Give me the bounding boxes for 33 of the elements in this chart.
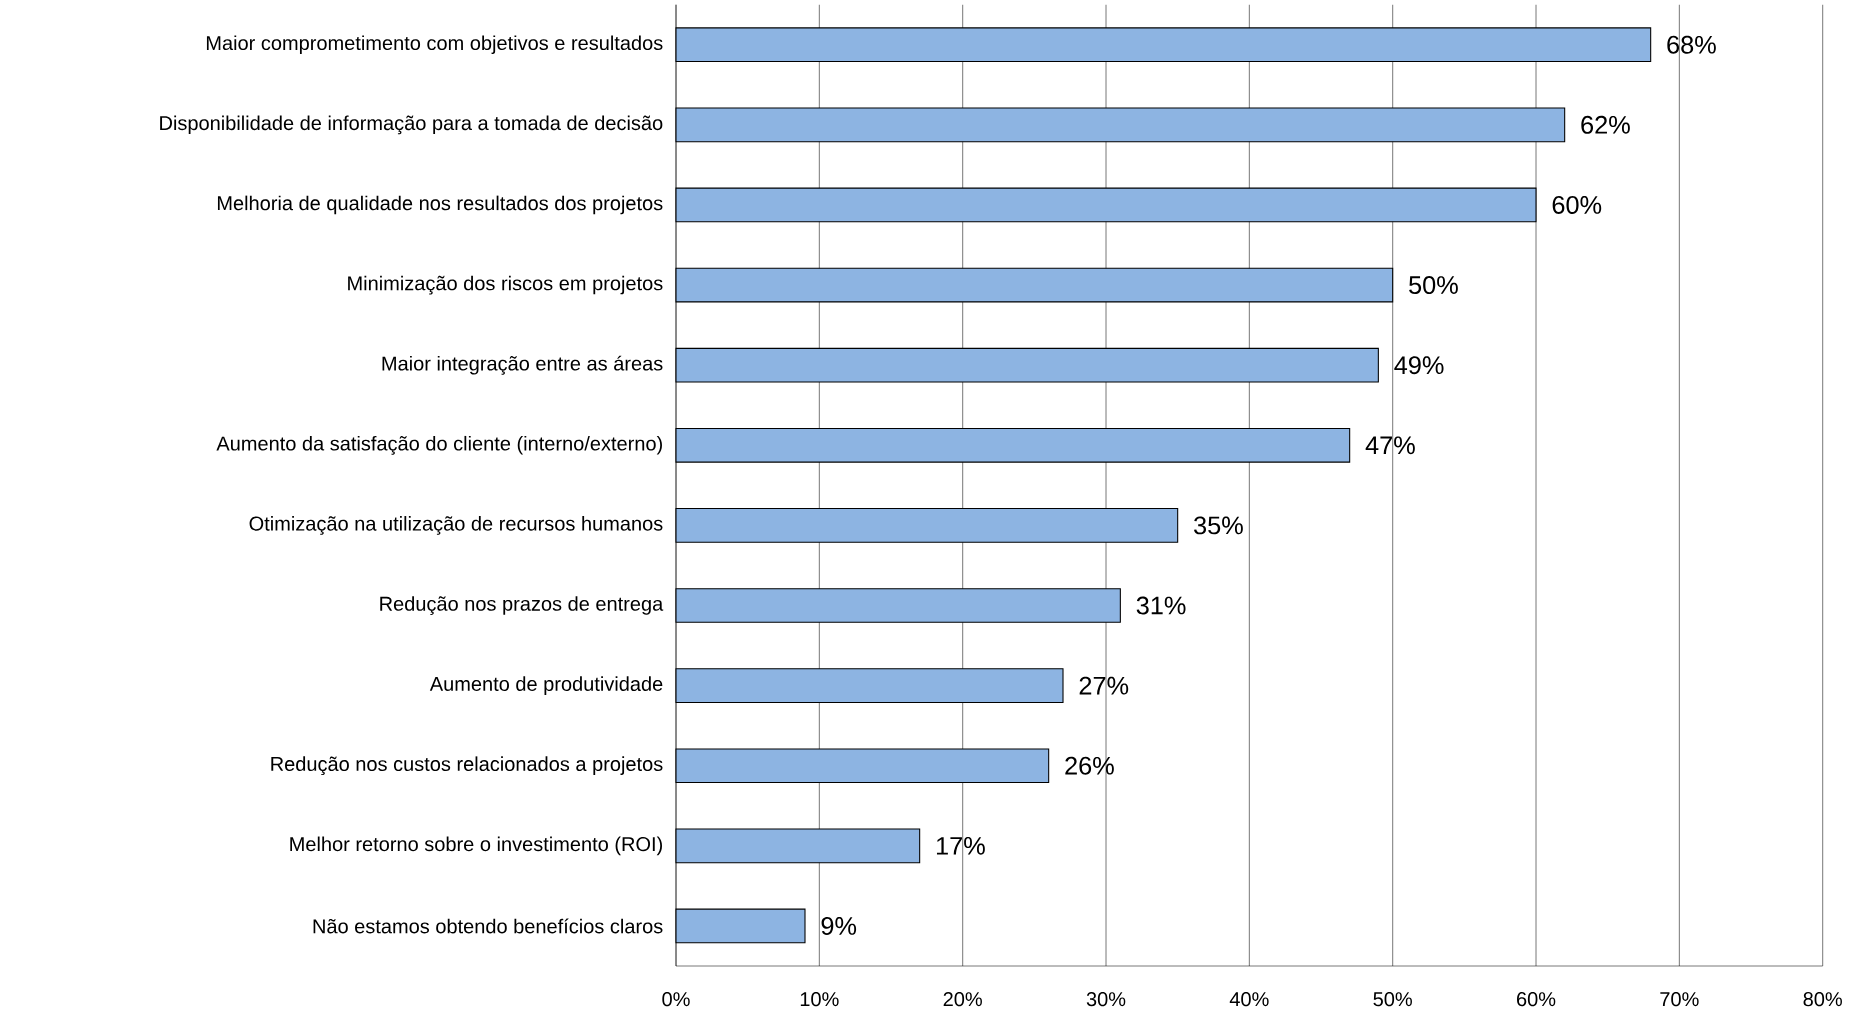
data-label: 49% [1394,356,1444,375]
x-tick-label: 20% [943,992,982,1007]
y-tick-label: Otimização na utilização de recursos humanos [249,516,663,535]
x-tick-label: 70% [1660,992,1699,1007]
y-tick-label: Redução nos prazos de entrega [380,596,664,615]
x-tick-label: 10% [800,992,839,1007]
y-tick-label: Maior integração entre as áreas [382,355,663,375]
data-label: 50% [1409,276,1458,295]
data-label: 62% [1581,115,1630,134]
y-tick-label: Disponibilidade de informação para a tomada de decisão [160,115,663,135]
y-tick-label: Melhor retorno sobre o investimento (ROI) [290,836,662,856]
x-tick-label: 60% [1517,992,1556,1007]
y-tick-label: Maior comprometimento com objetivos e resultados [206,35,663,55]
x-tick-label: 0% [662,992,690,1007]
x-tick-label: 80% [1803,992,1842,1007]
data-label: 68% [1667,35,1716,54]
data-label: 60% [1552,195,1602,214]
y-tick-label: Não estamos obtendo benefícios claros [313,918,663,934]
x-tick-label: 30% [1086,992,1126,1007]
y-tick-label: Aumento de produtividade [429,676,663,695]
data-label: 31% [1136,596,1186,615]
y-tick-label: Redução nos custos relacionados a projetos [271,756,663,776]
data-label: 9% [821,916,857,935]
data-label: 17% [936,836,985,855]
y-tick-label: Aumento da satisfação do cliente (interno/externo) [216,435,662,455]
data-label: 26% [1065,756,1114,775]
y-tick-label: Minimização dos riscos em projetos [348,275,663,295]
x-tick-label: 50% [1373,992,1412,1007]
x-tick-label: 40% [1229,992,1269,1007]
data-label: 27% [1079,676,1129,695]
y-tick-label: Melhoria de qualidade nos resultados dos projetos [217,195,663,215]
data-label: 47% [1365,436,1415,455]
data-label: 35% [1194,516,1243,535]
